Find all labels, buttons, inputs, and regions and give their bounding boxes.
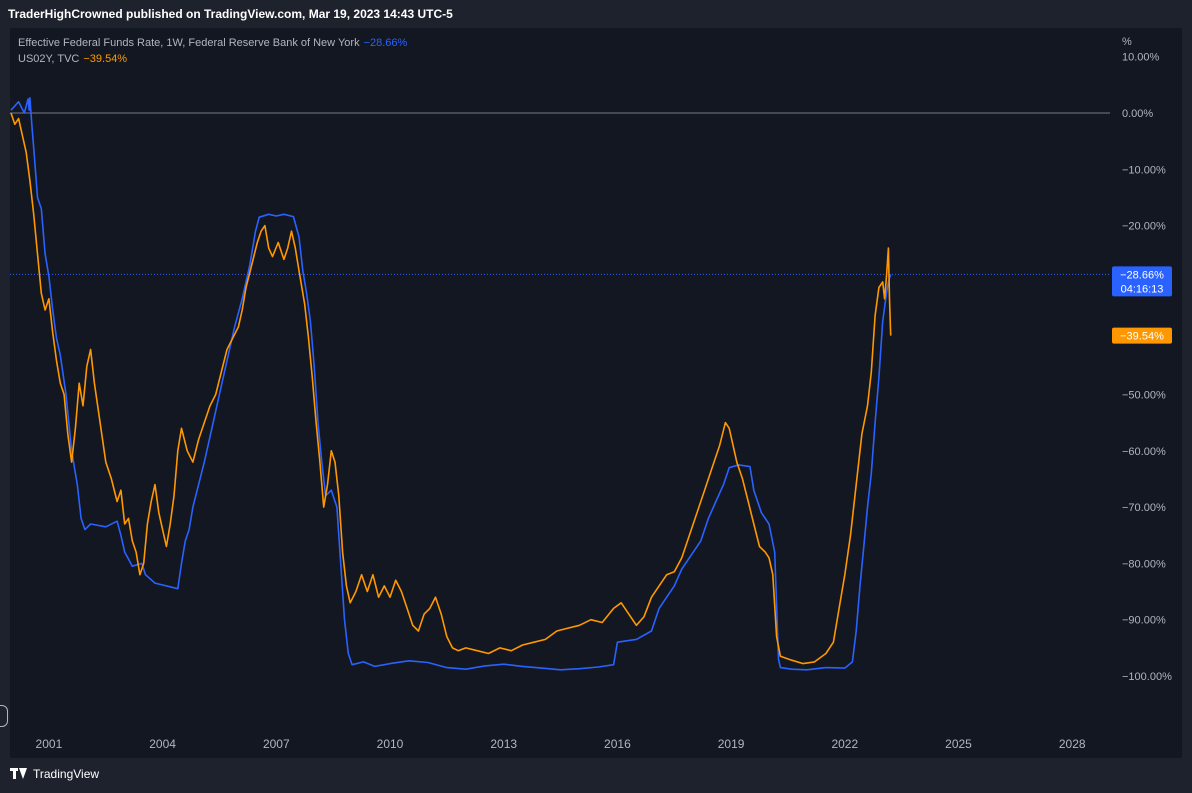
x-tick-label: 2028	[1059, 737, 1086, 751]
drawing-toolbar-toggle[interactable]	[0, 705, 8, 727]
x-tick-label: 2001	[36, 737, 63, 751]
price-label-us02y[interactable]: −39.54%	[1112, 327, 1172, 344]
x-tick-label: 2019	[718, 737, 745, 751]
x-tick-label: 2016	[604, 737, 631, 751]
y-tick-label: −20.00%	[1122, 221, 1166, 233]
x-tick-label: 2013	[490, 737, 517, 751]
chart-panel[interactable]: %10.00%0.00%−10.00%−20.00%−30.00%−40.00%…	[10, 28, 1182, 758]
price-label-value: −28.66%	[1120, 269, 1164, 281]
brand-name: TradingView	[33, 767, 100, 781]
bar-countdown: 04:16:13	[1121, 283, 1164, 295]
x-tick-label: 2007	[263, 737, 290, 751]
y-tick-label: −90.00%	[1122, 615, 1166, 627]
legend-value-fed-funds: −28.66%	[363, 37, 408, 49]
x-tick-label: 2004	[149, 737, 176, 751]
axis-unit-label: %	[1122, 36, 1132, 48]
y-tick-label: −100.00%	[1122, 671, 1172, 683]
y-tick-label: −70.00%	[1122, 502, 1166, 514]
y-tick-label: −60.00%	[1122, 446, 1166, 458]
tradingview-logo-icon	[10, 768, 28, 780]
y-tick-label: 10.00%	[1122, 52, 1160, 64]
publish-info-bar: TraderHighCrowned published on TradingVi…	[0, 0, 1192, 28]
price-label-fed-funds[interactable]: −28.66% 04:16:13	[1112, 266, 1172, 297]
publish-info-text: TraderHighCrowned published on TradingVi…	[8, 7, 453, 21]
legend: Effective Federal Funds Rate, 1W, Federa…	[18, 35, 407, 67]
footer: TradingView	[0, 758, 1192, 793]
y-tick-label: 0.00%	[1122, 108, 1153, 120]
x-tick-label: 2025	[945, 737, 972, 751]
tradingview-brand[interactable]: TradingView	[10, 767, 99, 781]
legend-row-fed-funds[interactable]: Effective Federal Funds Rate, 1W, Federa…	[18, 35, 407, 51]
y-tick-label: −10.00%	[1122, 164, 1166, 176]
legend-value-us02y: −39.54%	[83, 53, 128, 65]
x-tick-label: 2022	[831, 737, 858, 751]
series-line-fed-funds[interactable]	[10, 97, 892, 671]
legend-label-us02y: US02Y, TVC	[18, 53, 80, 65]
y-tick-label: −80.00%	[1122, 558, 1166, 570]
price-chart[interactable]: %10.00%0.00%−10.00%−20.00%−30.00%−40.00%…	[10, 28, 1182, 758]
y-tick-label: −50.00%	[1122, 390, 1166, 402]
series-line-us02y[interactable]	[10, 112, 892, 665]
legend-row-us02y[interactable]: US02Y, TVC −39.54%	[18, 51, 407, 67]
legend-label-fed-funds: Effective Federal Funds Rate, 1W, Federa…	[18, 37, 360, 49]
price-label-value: −39.54%	[1120, 331, 1164, 343]
x-tick-label: 2010	[377, 737, 404, 751]
price-axis[interactable]	[1110, 28, 1182, 758]
